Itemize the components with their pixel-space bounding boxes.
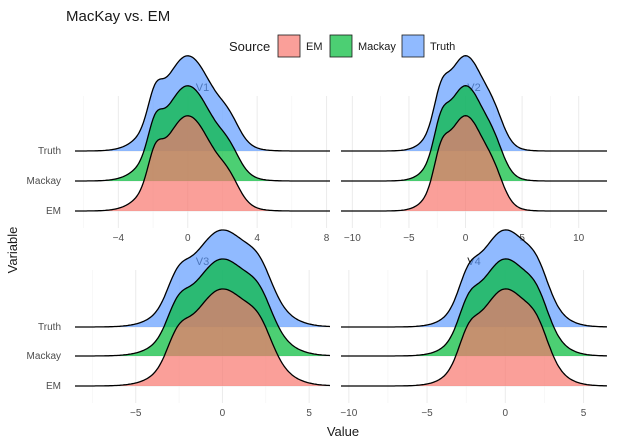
ridge-area-em xyxy=(75,115,330,211)
ridge-line-mackay xyxy=(75,258,331,357)
facet-v3: −505V3 xyxy=(75,229,331,419)
x-tick-label: 0 xyxy=(463,233,469,244)
ridge-line-mackay xyxy=(75,85,330,182)
facet-v2: −10−50510V2 xyxy=(341,55,607,244)
y-tick-label-em: EM xyxy=(46,206,61,217)
legend-label-truth: Truth xyxy=(430,41,455,53)
legend-key-truth xyxy=(401,34,425,58)
x-tick-label: 8 xyxy=(324,233,330,244)
y-tick-label-mackay: Mackay xyxy=(27,176,61,187)
x-tick-label: 5 xyxy=(306,408,312,419)
x-tick-label: −10 xyxy=(344,233,361,244)
legend: Source EM Mackay Truth xyxy=(229,34,455,58)
legend-title: Source xyxy=(229,39,270,54)
ridge-line-truth xyxy=(75,55,330,152)
y-tick-label-mackay: Mackay xyxy=(27,351,61,362)
legend-key-mackay xyxy=(329,34,353,58)
x-axis-title: Value xyxy=(327,424,359,439)
x-tick-label: −5 xyxy=(403,233,415,244)
x-tick-label: −10 xyxy=(340,408,357,419)
y-tick-label-em: EM xyxy=(46,381,61,392)
x-tick-label: 4 xyxy=(254,233,260,244)
x-tick-label: −5 xyxy=(130,408,142,419)
chart-title: MacKay vs. EM xyxy=(66,8,170,25)
facet-v1: −4048V1 xyxy=(75,55,330,244)
x-tick-label: 0 xyxy=(185,233,191,244)
ridge-line-em xyxy=(341,115,607,212)
y-tick-label-truth: Truth xyxy=(38,146,61,157)
legend-label-em: EM xyxy=(306,41,323,53)
x-tick-label: 5 xyxy=(519,233,525,244)
y-tick-label-truth: Truth xyxy=(38,322,61,333)
ridge-area-em xyxy=(341,288,607,386)
ridge-line-truth xyxy=(341,55,607,152)
ridge-line-em xyxy=(75,288,331,387)
ridge-line-mackay xyxy=(341,85,607,182)
x-tick-label: 5 xyxy=(581,408,587,419)
facet-v4: −10−505V4 xyxy=(340,229,608,419)
x-tick-label: −4 xyxy=(113,233,125,244)
y-axis-title: Variable xyxy=(5,227,20,274)
ridge-line-em xyxy=(341,288,608,387)
ridge-area-em xyxy=(75,289,330,386)
x-tick-label: 0 xyxy=(220,408,226,419)
y-axis-labels: EM Mackay Truth EM Mackay Truth xyxy=(27,146,61,392)
ridge-line-truth xyxy=(75,229,331,328)
ridge-line-mackay xyxy=(341,258,608,357)
x-tick-label: 10 xyxy=(573,233,585,244)
facet-panels: −4048V1−10−50510V2−505V3−10−505V4 xyxy=(75,55,608,419)
x-tick-label: 0 xyxy=(503,408,509,419)
ridge-area-em xyxy=(341,115,607,211)
ridge-line-truth xyxy=(341,229,608,328)
legend-label-mackay: Mackay xyxy=(358,41,396,53)
ridge-line-em xyxy=(75,115,330,212)
legend-key-em xyxy=(277,34,301,58)
x-tick-label: −5 xyxy=(421,408,433,419)
